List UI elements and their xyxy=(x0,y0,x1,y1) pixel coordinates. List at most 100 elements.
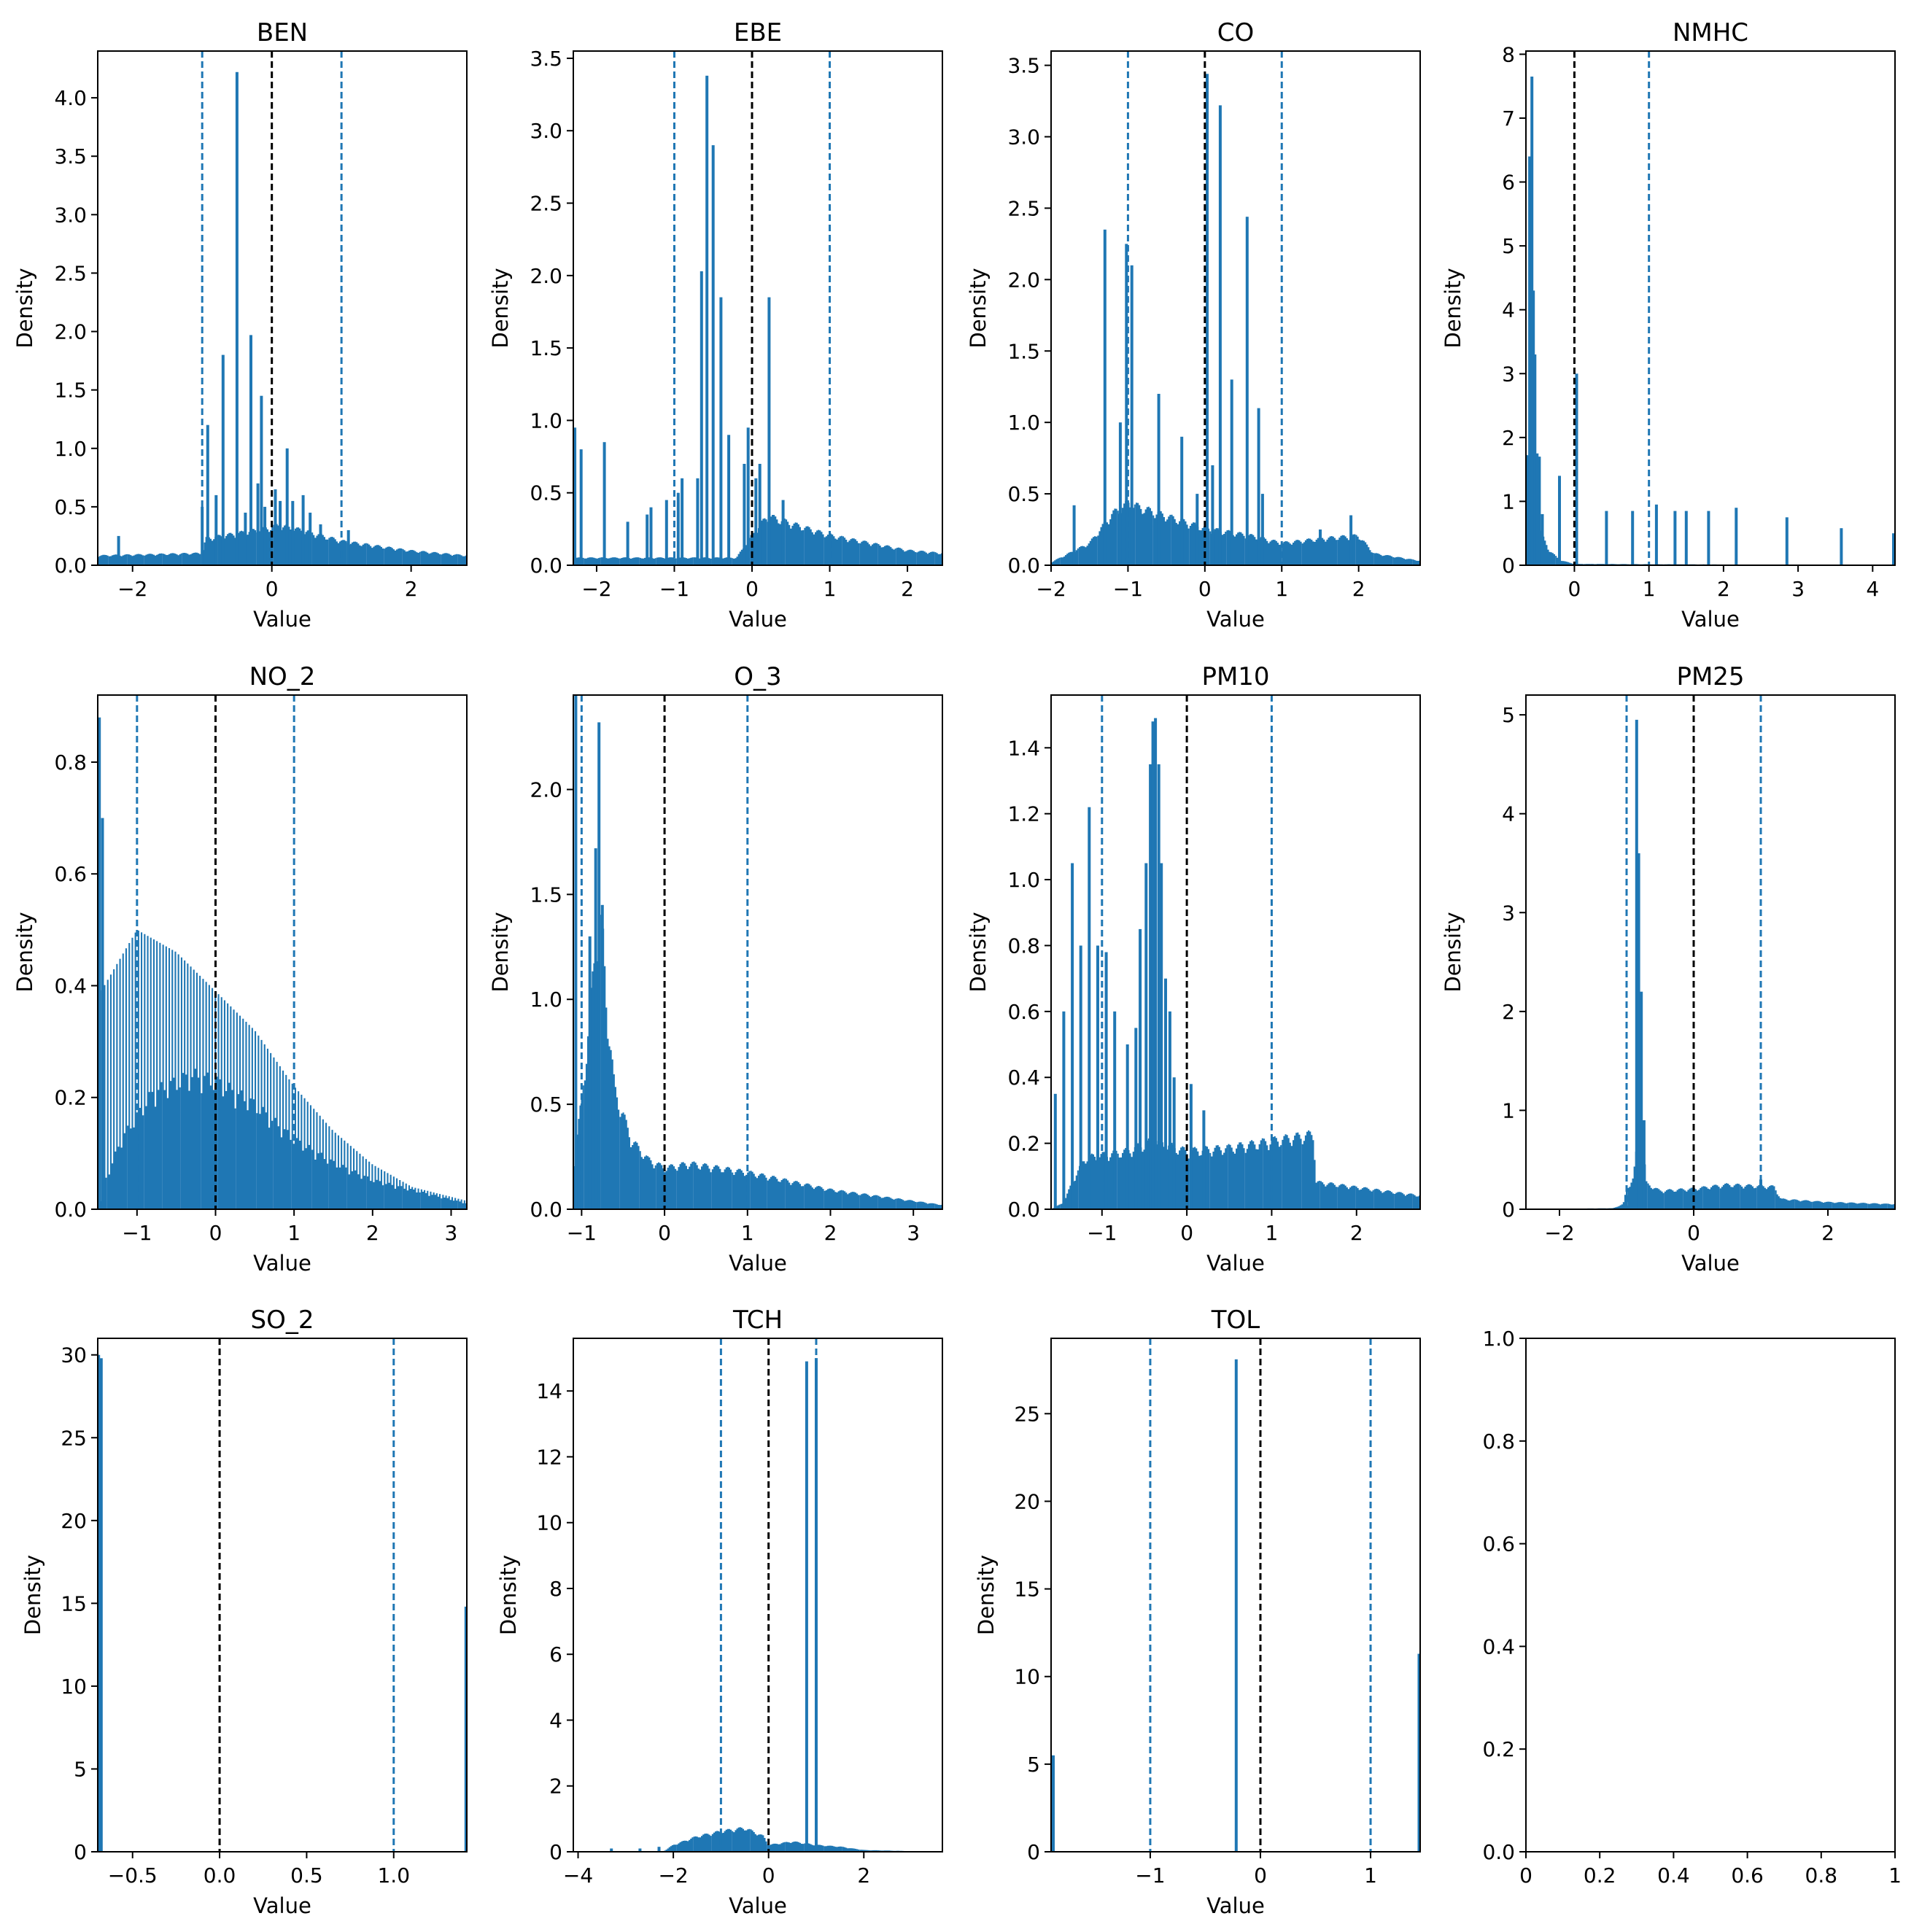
x-axis-label: Value xyxy=(1206,607,1265,632)
y-tick-label: 0.4 xyxy=(54,974,87,998)
y-tick-label: 3 xyxy=(1502,362,1515,386)
x-tick-label: −1 xyxy=(1087,1221,1117,1245)
histogram-spike xyxy=(1189,1084,1193,1209)
histogram-spike xyxy=(781,500,785,565)
y-tick-label: 20 xyxy=(61,1509,87,1533)
subplot-no-2: −1 0 1 2 3 0.0 0.2 0.4 0.6 0.8 NO_2 Value Density xyxy=(12,662,468,1276)
y-axis-label: Density xyxy=(20,1555,45,1635)
histogram-spike xyxy=(346,529,350,565)
histogram-spike xyxy=(1079,945,1082,1209)
y-tick-label: 4 xyxy=(1502,298,1515,322)
y-tick-label: 1 xyxy=(1502,1098,1515,1122)
x-axis-label: Value xyxy=(1681,1251,1740,1276)
x-axis-label: Value xyxy=(1681,607,1740,632)
histogram-spike xyxy=(1759,1179,1762,1209)
x-axis-label: Value xyxy=(253,607,311,632)
histogram-spike xyxy=(1164,978,1167,1209)
y-tick-label: 2.5 xyxy=(530,192,562,216)
y-axis-label: Density xyxy=(1441,268,1465,348)
x-tick-label: 0 xyxy=(1519,1863,1532,1888)
y-tick-label: 4 xyxy=(549,1708,562,1732)
axes-frame xyxy=(1525,1338,1896,1853)
x-axis-label: Value xyxy=(729,1251,787,1276)
histogram-spike xyxy=(588,936,592,1209)
histogram-spike xyxy=(696,478,700,565)
histogram-spike xyxy=(319,524,322,565)
chart-title: PM25 xyxy=(1676,662,1744,691)
y-tick-label: 3 xyxy=(1502,901,1515,925)
histogram-spike xyxy=(676,492,680,565)
x-tick-label: 1 xyxy=(1643,577,1656,601)
y-tick-label: 0.0 xyxy=(530,1198,562,1222)
histogram-spike xyxy=(1125,244,1128,565)
histogram-spike xyxy=(260,395,263,565)
x-tick-label: 0.5 xyxy=(290,1863,323,1888)
y-axis-label: Density xyxy=(12,912,37,992)
histogram-spike xyxy=(574,695,578,1209)
histogram-spike xyxy=(1180,436,1184,565)
y-tick-label: 0.6 xyxy=(1482,1532,1515,1556)
histogram-spike xyxy=(1206,74,1209,565)
y-tick-label: 3.5 xyxy=(54,144,87,168)
axes-frame xyxy=(1050,694,1421,1210)
x-axis-label: Value xyxy=(253,1251,311,1276)
y-tick-label: 0.5 xyxy=(1007,482,1040,506)
chart-title: CO xyxy=(1217,18,1255,47)
y-axis-label: Density xyxy=(1441,912,1465,992)
axes-frame xyxy=(1050,50,1421,566)
chart-title: TCH xyxy=(732,1306,783,1335)
x-tick-label: −2 xyxy=(1544,1221,1574,1245)
y-axis-label: Density xyxy=(12,268,37,348)
y-tick-label: 0.5 xyxy=(54,495,87,519)
histogram-spike xyxy=(1785,517,1789,565)
axes-frame xyxy=(573,50,943,566)
histogram-spike xyxy=(805,1361,808,1852)
x-tick-label: −2 xyxy=(1036,577,1066,601)
x-tick-label: −0.5 xyxy=(108,1863,158,1888)
x-tick-label: 1 xyxy=(287,1221,301,1245)
histogram-spike xyxy=(1218,105,1222,565)
axes-frame xyxy=(97,50,468,566)
histogram-spike xyxy=(1103,229,1107,565)
histogram-spike xyxy=(1104,952,1108,1209)
histogram-spike xyxy=(158,554,162,565)
x-axis-label: Value xyxy=(1206,1251,1265,1276)
y-tick-label: 0.0 xyxy=(1007,554,1040,578)
histogram-spike xyxy=(1735,508,1738,565)
histogram-spike xyxy=(291,500,295,565)
y-tick-label: 3.0 xyxy=(530,119,562,143)
x-tick-label: 0 xyxy=(209,1221,222,1245)
chart-title: TOL xyxy=(1211,1306,1260,1335)
x-tick-label: −1 xyxy=(567,1221,597,1245)
chart-title: O_3 xyxy=(734,662,781,691)
subplot-pm10: −1 0 1 2 0.0 0.2 0.4 0.6 0.8 1.0 1.2 1.4 PM10 Value De… xyxy=(966,662,1421,1276)
subplot-nmhc: 0 1 2 3 4 0 1 2 3 4 5 6 7 8 NMHC Value Density xyxy=(1441,18,1896,632)
x-tick-label: 2 xyxy=(1352,577,1365,601)
histogram-spike xyxy=(274,489,277,565)
plot-area xyxy=(1526,695,1895,1209)
y-tick-label: 3.0 xyxy=(54,203,87,227)
histogram-spike xyxy=(638,1848,642,1852)
chart-title: EBE xyxy=(734,18,782,47)
x-tick-label: 3 xyxy=(445,1221,458,1245)
y-tick-label: 6 xyxy=(1502,171,1515,195)
histogram-spike xyxy=(1125,1044,1129,1209)
axes-frame xyxy=(573,694,943,1210)
y-tick-label: 10 xyxy=(536,1511,562,1535)
y-tick-label: 0 xyxy=(74,1840,87,1864)
subplot-ben: −2 0 2 0.0 0.5 1.0 1.5 2.0 2.5 3.0 3.5 4.0 BEN Value D… xyxy=(12,18,468,632)
y-tick-label: 1.0 xyxy=(530,408,562,432)
x-tick-label: 2 xyxy=(1821,1221,1834,1245)
histogram-spike xyxy=(1541,513,1544,565)
histogram-spike xyxy=(309,512,312,565)
x-axis-label: Value xyxy=(1206,1893,1265,1918)
x-axis-label: Value xyxy=(729,1893,787,1918)
histogram-spike xyxy=(1840,528,1843,565)
y-tick-label: 0.0 xyxy=(54,1198,87,1222)
histogram-spike xyxy=(1053,1093,1057,1209)
subplot-empty: 0 0.2 0.4 0.6 0.8 1 0.0 0.2 0.4 0.6 0.8 1.0 xyxy=(1482,1327,1901,1888)
histogram-spike xyxy=(221,354,225,565)
histogram-spike xyxy=(1144,863,1148,1209)
y-tick-label: 1 xyxy=(1502,489,1515,513)
